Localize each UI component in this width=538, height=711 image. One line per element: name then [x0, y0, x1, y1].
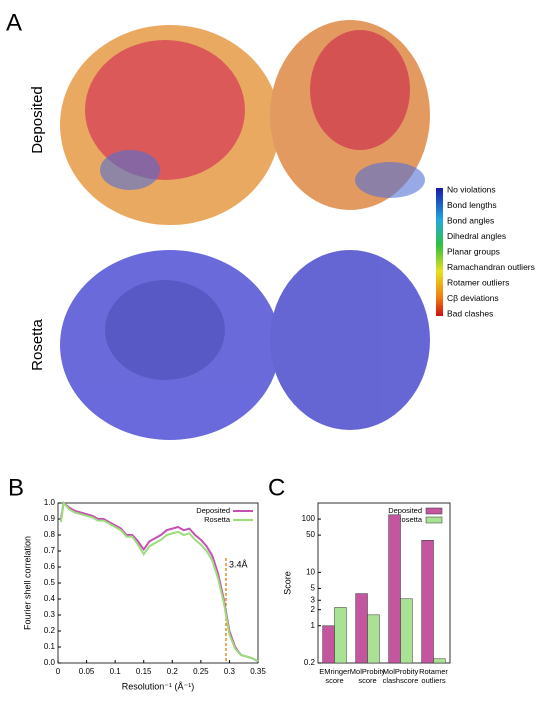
- legend-label: Bad clashes: [447, 308, 493, 318]
- bar: [433, 658, 446, 664]
- bar: [421, 540, 434, 664]
- bar: [400, 598, 413, 664]
- x-tick-label: MolProbity clashscore: [383, 667, 419, 685]
- plot-frame: [317, 502, 451, 664]
- x-tick-label: 0.1: [110, 667, 122, 676]
- panel-label: C: [268, 474, 285, 501]
- fsc-line: [59, 501, 259, 663]
- legend-label: Bond angles: [447, 215, 494, 225]
- legend-label: Rotamer outliers: [447, 277, 509, 287]
- plot-frame: [57, 502, 259, 664]
- y-tick-label: 0.0: [44, 658, 56, 667]
- y-tick-label: 1.0: [44, 498, 56, 507]
- panel-label: A: [6, 9, 22, 36]
- x-tick-label: 0.3: [224, 667, 236, 676]
- colorbar: [436, 188, 443, 316]
- x-tick-label: 0.05: [79, 667, 95, 676]
- domain: [100, 150, 160, 190]
- y-tick-label: 100: [302, 514, 316, 523]
- y-tick-label: 0.9: [44, 514, 56, 523]
- y-tick-label: 2: [311, 605, 316, 614]
- domain: [105, 280, 225, 380]
- domain: [355, 162, 425, 198]
- y-tick-label: 0.6: [44, 562, 56, 571]
- y-tick-label: 10: [306, 567, 315, 576]
- bar: [388, 514, 401, 664]
- protein-rosetta: [60, 250, 430, 440]
- legend-swatch: [425, 507, 443, 515]
- panel-label: B: [8, 474, 24, 501]
- y-tick-label: 0.3: [44, 610, 56, 619]
- y-axis-label: Score: [282, 571, 292, 595]
- y-tick-label: 0.5: [44, 578, 56, 587]
- legend-label: Planar groups: [447, 246, 500, 256]
- y-tick-label: 1: [311, 621, 316, 630]
- row-label: Deposited: [29, 86, 46, 154]
- domain: [270, 250, 430, 430]
- x-tick-label: 0.35: [250, 667, 266, 676]
- bar: [322, 625, 335, 664]
- x-tick-label: Rotamer outliers: [419, 667, 448, 685]
- legend-label: Cβ deviations: [447, 293, 499, 303]
- x-tick-label: 0.15: [136, 667, 152, 676]
- y-axis-label: Fourier shell correlation: [22, 536, 32, 630]
- x-tick-label: 0: [56, 667, 61, 676]
- annotation: 3.4Å: [229, 559, 248, 569]
- y-tick-label: 50: [306, 530, 315, 539]
- legend-label: Dihedral angles: [447, 231, 506, 241]
- y-tick-label: 0.1: [44, 642, 56, 651]
- x-tick-label: EMringer score: [319, 667, 350, 685]
- x-axis-label: Resolution⁻¹ (Å⁻¹): [122, 681, 195, 691]
- bar: [334, 607, 347, 664]
- legend-swatch: [425, 516, 443, 524]
- y-tick-label: 0.7: [44, 546, 56, 555]
- y-tick-label: 0.2: [304, 658, 316, 667]
- domain: [85, 40, 245, 180]
- y-tick-label: 5: [311, 584, 316, 593]
- legend-label: No violations: [447, 184, 496, 194]
- legend-label: Rosetta: [204, 515, 231, 524]
- legend-label: Bond lengths: [447, 200, 497, 210]
- legend-label: Ramachandran outliers: [447, 262, 535, 272]
- protein-deposited: [60, 20, 430, 225]
- y-tick-label: 0.8: [44, 530, 56, 539]
- row-label: Rosetta: [29, 318, 46, 370]
- x-tick-label: 0.25: [193, 667, 209, 676]
- fsc-line: [59, 500, 259, 663]
- domain: [310, 30, 410, 150]
- bar: [355, 593, 368, 664]
- legend-label: Deposited: [196, 506, 230, 515]
- y-tick-label: 3: [311, 595, 316, 604]
- legend-label: Rosetta: [396, 515, 423, 524]
- x-tick-label: 0.2: [167, 667, 179, 676]
- y-tick-label: 0.4: [44, 594, 56, 603]
- bar: [367, 614, 380, 664]
- y-tick-label: 0.2: [44, 626, 56, 635]
- x-tick-label: MolProbity score: [350, 667, 386, 685]
- legend-label: Deposited: [388, 506, 422, 515]
